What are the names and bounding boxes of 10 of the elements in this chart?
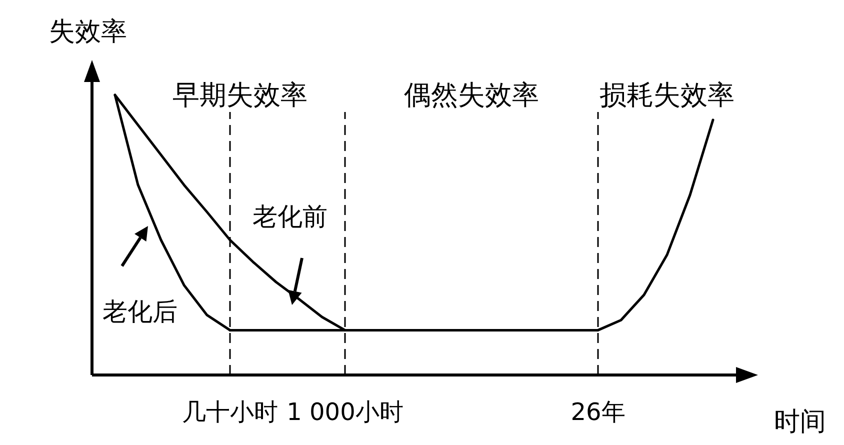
annotation: 损耗失效率 <box>600 80 734 111</box>
series-label: 老化前 <box>252 202 328 231</box>
x-axis-title: 时间 <box>774 407 826 437</box>
annotation: 偶然失效率 <box>404 80 539 111</box>
y-axis-title: 失效率 <box>49 17 127 47</box>
series-label: 老化后 <box>102 297 178 326</box>
x-tick-label: 26年 <box>570 398 626 426</box>
annotation: 早期失效率 <box>172 80 308 111</box>
x-tick-label: 几十小时 <box>182 398 278 426</box>
x-tick-label: 1 000小时 <box>286 398 404 426</box>
